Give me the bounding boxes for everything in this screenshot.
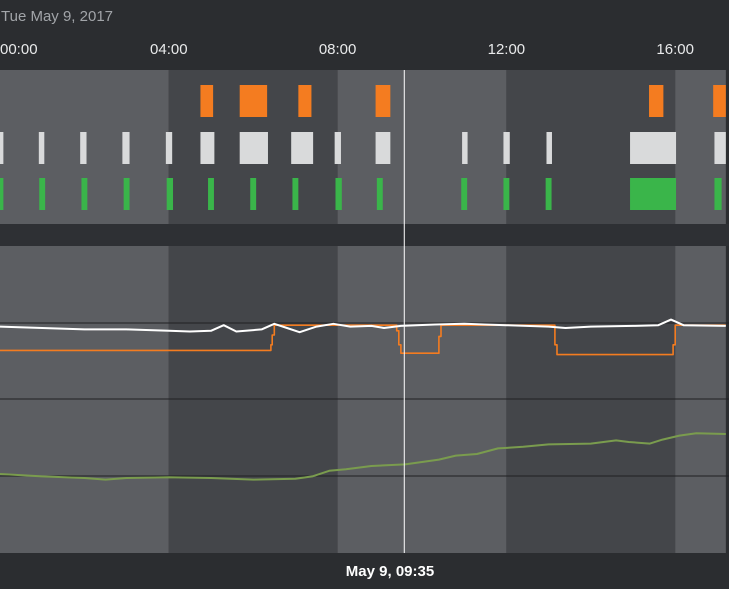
event-block-green bbox=[250, 178, 257, 210]
event-block-white bbox=[546, 132, 552, 164]
event-block-orange bbox=[375, 85, 391, 117]
tick-label: 08:00 bbox=[318, 41, 357, 58]
event-block-green bbox=[0, 178, 4, 210]
event-block-orange bbox=[200, 85, 214, 117]
event-block-white bbox=[462, 132, 468, 164]
event-block-white bbox=[200, 132, 215, 164]
event-block-orange bbox=[298, 85, 312, 117]
event-block-green bbox=[292, 178, 299, 210]
tick-label: 00:00 bbox=[0, 41, 38, 58]
event-block-white bbox=[0, 132, 4, 164]
event-block-green bbox=[630, 178, 677, 210]
separator-band bbox=[0, 224, 729, 246]
event-block-orange bbox=[713, 85, 726, 117]
event-block-white bbox=[122, 132, 130, 164]
cursor-time-label: May 9, 09:35 bbox=[345, 563, 435, 580]
event-block-white bbox=[714, 132, 726, 164]
timeline-header: Tue May 9, 2017 00:00 04:00 08:00 12:00 16:0… bbox=[0, 0, 729, 70]
event-block-white bbox=[334, 132, 341, 164]
timeline-chart[interactable] bbox=[0, 70, 729, 553]
event-block-white bbox=[291, 132, 314, 164]
event-block-green bbox=[166, 178, 174, 210]
event-block-green bbox=[714, 178, 722, 210]
event-block-green bbox=[461, 178, 468, 210]
series-line-line_white bbox=[0, 318, 726, 334]
tick-label: 04:00 bbox=[150, 41, 188, 58]
event-block-green bbox=[503, 178, 510, 210]
tick-label: 12:00 bbox=[487, 41, 526, 58]
tick-label: 16:00 bbox=[656, 41, 694, 58]
event-block-orange bbox=[239, 85, 268, 117]
cursor-footer bbox=[0, 553, 729, 589]
event-block-green bbox=[545, 178, 552, 210]
event-block-white bbox=[38, 132, 45, 164]
event-block-white bbox=[80, 132, 87, 164]
series-line-olive bbox=[0, 432, 726, 481]
event-block-green bbox=[208, 178, 214, 210]
event-block-green bbox=[39, 178, 46, 210]
event-block-green bbox=[335, 178, 342, 210]
event-block-green bbox=[81, 178, 88, 210]
event-block-white bbox=[239, 132, 268, 164]
event-block-white bbox=[375, 132, 391, 164]
date-label: Tue May 9, 2017 bbox=[1, 8, 114, 25]
event-block-white bbox=[165, 132, 173, 164]
event-block-green bbox=[376, 178, 383, 210]
event-block-white bbox=[503, 132, 510, 164]
series-line-orange bbox=[0, 324, 726, 356]
event-block-white bbox=[630, 132, 677, 164]
event-block-green bbox=[123, 178, 130, 210]
shading-band-top bbox=[337, 70, 507, 224]
event-block-orange bbox=[649, 85, 664, 117]
